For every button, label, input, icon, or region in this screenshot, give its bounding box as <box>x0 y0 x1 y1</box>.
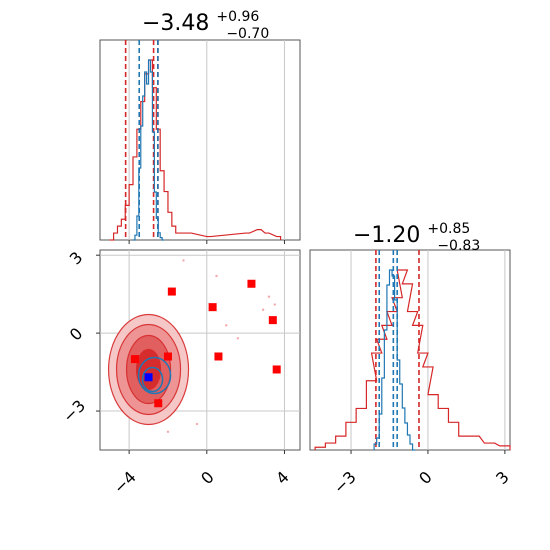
hist-top-series-1 <box>133 59 165 241</box>
x-tick-label-2: 0 <box>197 467 218 488</box>
panel-bottom-left-frame <box>99 249 301 451</box>
red-marker-6 <box>214 352 223 361</box>
outlier-point-1 <box>261 308 265 311</box>
hist-top-series-0 <box>109 59 282 241</box>
outlier-point-5 <box>166 430 170 434</box>
title-2-minus: −0.83 <box>437 238 480 254</box>
red-marker-1 <box>247 279 256 288</box>
title-2-median: −1.20 <box>353 223 420 248</box>
title-2-plus: +0.85 <box>427 221 470 237</box>
title-param-1: −3.48 +0.96 −0.70 <box>142 2 269 42</box>
hist-right-series-0 <box>314 269 511 450</box>
x-tick-label-3: 4 <box>272 467 293 488</box>
red-marker-7 <box>272 365 281 374</box>
title-1-plus: +0.96 <box>216 9 259 25</box>
outlier-point-8 <box>267 295 271 298</box>
x2-tick-label-2: 0 <box>415 467 436 488</box>
title-param-2: −1.20 +0.85 −0.83 <box>353 214 480 254</box>
panel-top-left <box>99 39 301 241</box>
red-marker-8 <box>154 399 163 408</box>
outlier-point-7 <box>236 337 240 340</box>
hist-right-series-1 <box>373 269 416 451</box>
title-1-median: −3.48 <box>142 11 209 36</box>
panel-bottom-right-frame <box>309 249 511 451</box>
y-tick-label-3: −3 <box>59 396 89 426</box>
outlier-point-6 <box>215 274 218 278</box>
red-marker-4 <box>130 355 139 364</box>
chart-marks <box>96 40 511 454</box>
x2-tick-label-1: −3 <box>330 467 360 497</box>
outlier-point-2 <box>273 303 276 306</box>
red-marker-0 <box>167 287 176 296</box>
panel-bottom-right <box>309 249 511 451</box>
y-tick-label-1: 3 <box>66 248 87 269</box>
blue-marker <box>144 373 153 382</box>
red-marker-5 <box>163 352 172 361</box>
x-tick-label-1: −4 <box>110 467 140 497</box>
panel-top-left-frame <box>99 39 301 241</box>
panel-bottom-left <box>99 249 301 451</box>
red-marker-3 <box>268 316 277 325</box>
red-marker-2 <box>208 303 217 312</box>
outlier-point-3 <box>225 324 228 327</box>
density-contour-blue-1 <box>141 366 164 393</box>
title-1-minus: −0.70 <box>226 26 269 42</box>
outlier-point-4 <box>195 422 199 426</box>
outlier-point-0 <box>182 259 185 262</box>
y-tick-label-2: 0 <box>66 324 87 345</box>
density-contour-blue-0 <box>137 356 172 395</box>
x2-tick-label-3: 3 <box>492 467 513 488</box>
